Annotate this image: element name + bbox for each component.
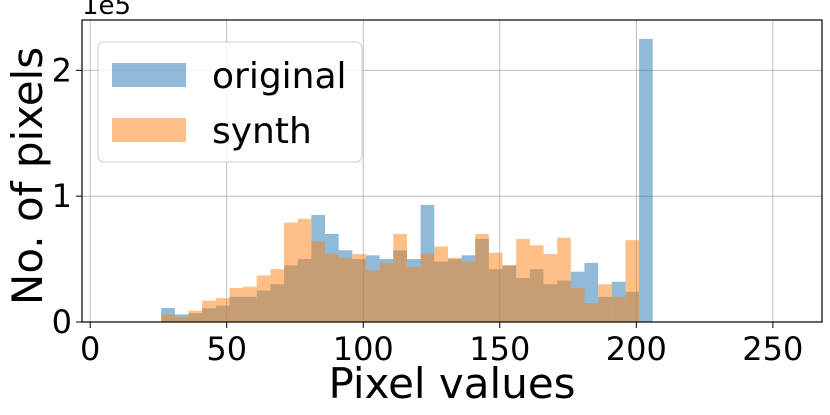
bar-synth [202, 300, 216, 322]
bar-synth [475, 233, 489, 322]
bars-layer [161, 38, 653, 322]
y-axis-ticks: 0 1 2 [52, 51, 82, 341]
bar-synth [557, 237, 571, 322]
bar-synth [161, 314, 175, 322]
x-tick-label: 200 [606, 330, 667, 368]
bar-synth [379, 262, 394, 322]
bar-original [639, 38, 653, 322]
bar-synth [243, 286, 257, 322]
y-offset-label: 1e5 [82, 0, 131, 21]
bar-synth [215, 298, 230, 322]
legend-label-original: original [212, 56, 347, 97]
bar-synth [447, 257, 462, 322]
bar-synth [516, 238, 530, 322]
bar-synth [270, 269, 285, 322]
bar-synth [284, 222, 298, 322]
legend-swatch-original [112, 63, 186, 87]
bar-synth [625, 240, 640, 322]
legend-swatch-synth [112, 118, 186, 142]
x-tick-label: 150 [469, 330, 530, 368]
legend: original synth [97, 41, 363, 163]
x-tick-label: 100 [333, 330, 394, 368]
x-tick-label: 0 [80, 330, 100, 368]
bar-synth [584, 303, 599, 322]
x-tick-label: 50 [206, 330, 247, 368]
bar-synth [598, 284, 612, 322]
bar-synth [352, 254, 366, 322]
bar-synth [256, 275, 271, 322]
bar-synth [461, 261, 476, 322]
bar-synth [174, 316, 189, 322]
bar-synth [365, 270, 380, 322]
bar-synth [611, 296, 626, 322]
bar-synth [543, 254, 558, 322]
legend-label-synth: synth [212, 111, 312, 152]
bar-synth [229, 288, 244, 322]
bar-synth [406, 266, 421, 322]
bar-synth [529, 245, 544, 322]
bar-synth [393, 233, 407, 322]
x-axis-label: Pixel values [328, 359, 575, 408]
bar-synth [570, 288, 585, 322]
y-tick-label: 1 [52, 177, 72, 215]
y-tick-label: 0 [52, 303, 72, 341]
y-tick-label: 2 [52, 51, 72, 89]
bar-synth [338, 257, 353, 322]
bar-synth [311, 241, 326, 322]
bar-synth [297, 218, 312, 322]
bar-synth [188, 310, 203, 322]
bar-synth [420, 254, 435, 322]
x-tick-label: 250 [742, 330, 803, 368]
plot-frame [81, 19, 823, 323]
y-axis-label: No. of pixels [3, 47, 52, 305]
bar-synth [488, 252, 503, 322]
x-axis-ticks: 0 50 100 150 200 250 [80, 322, 803, 368]
bar-synth [434, 246, 448, 322]
bar-synth [325, 254, 339, 322]
bar-synth [502, 265, 517, 322]
